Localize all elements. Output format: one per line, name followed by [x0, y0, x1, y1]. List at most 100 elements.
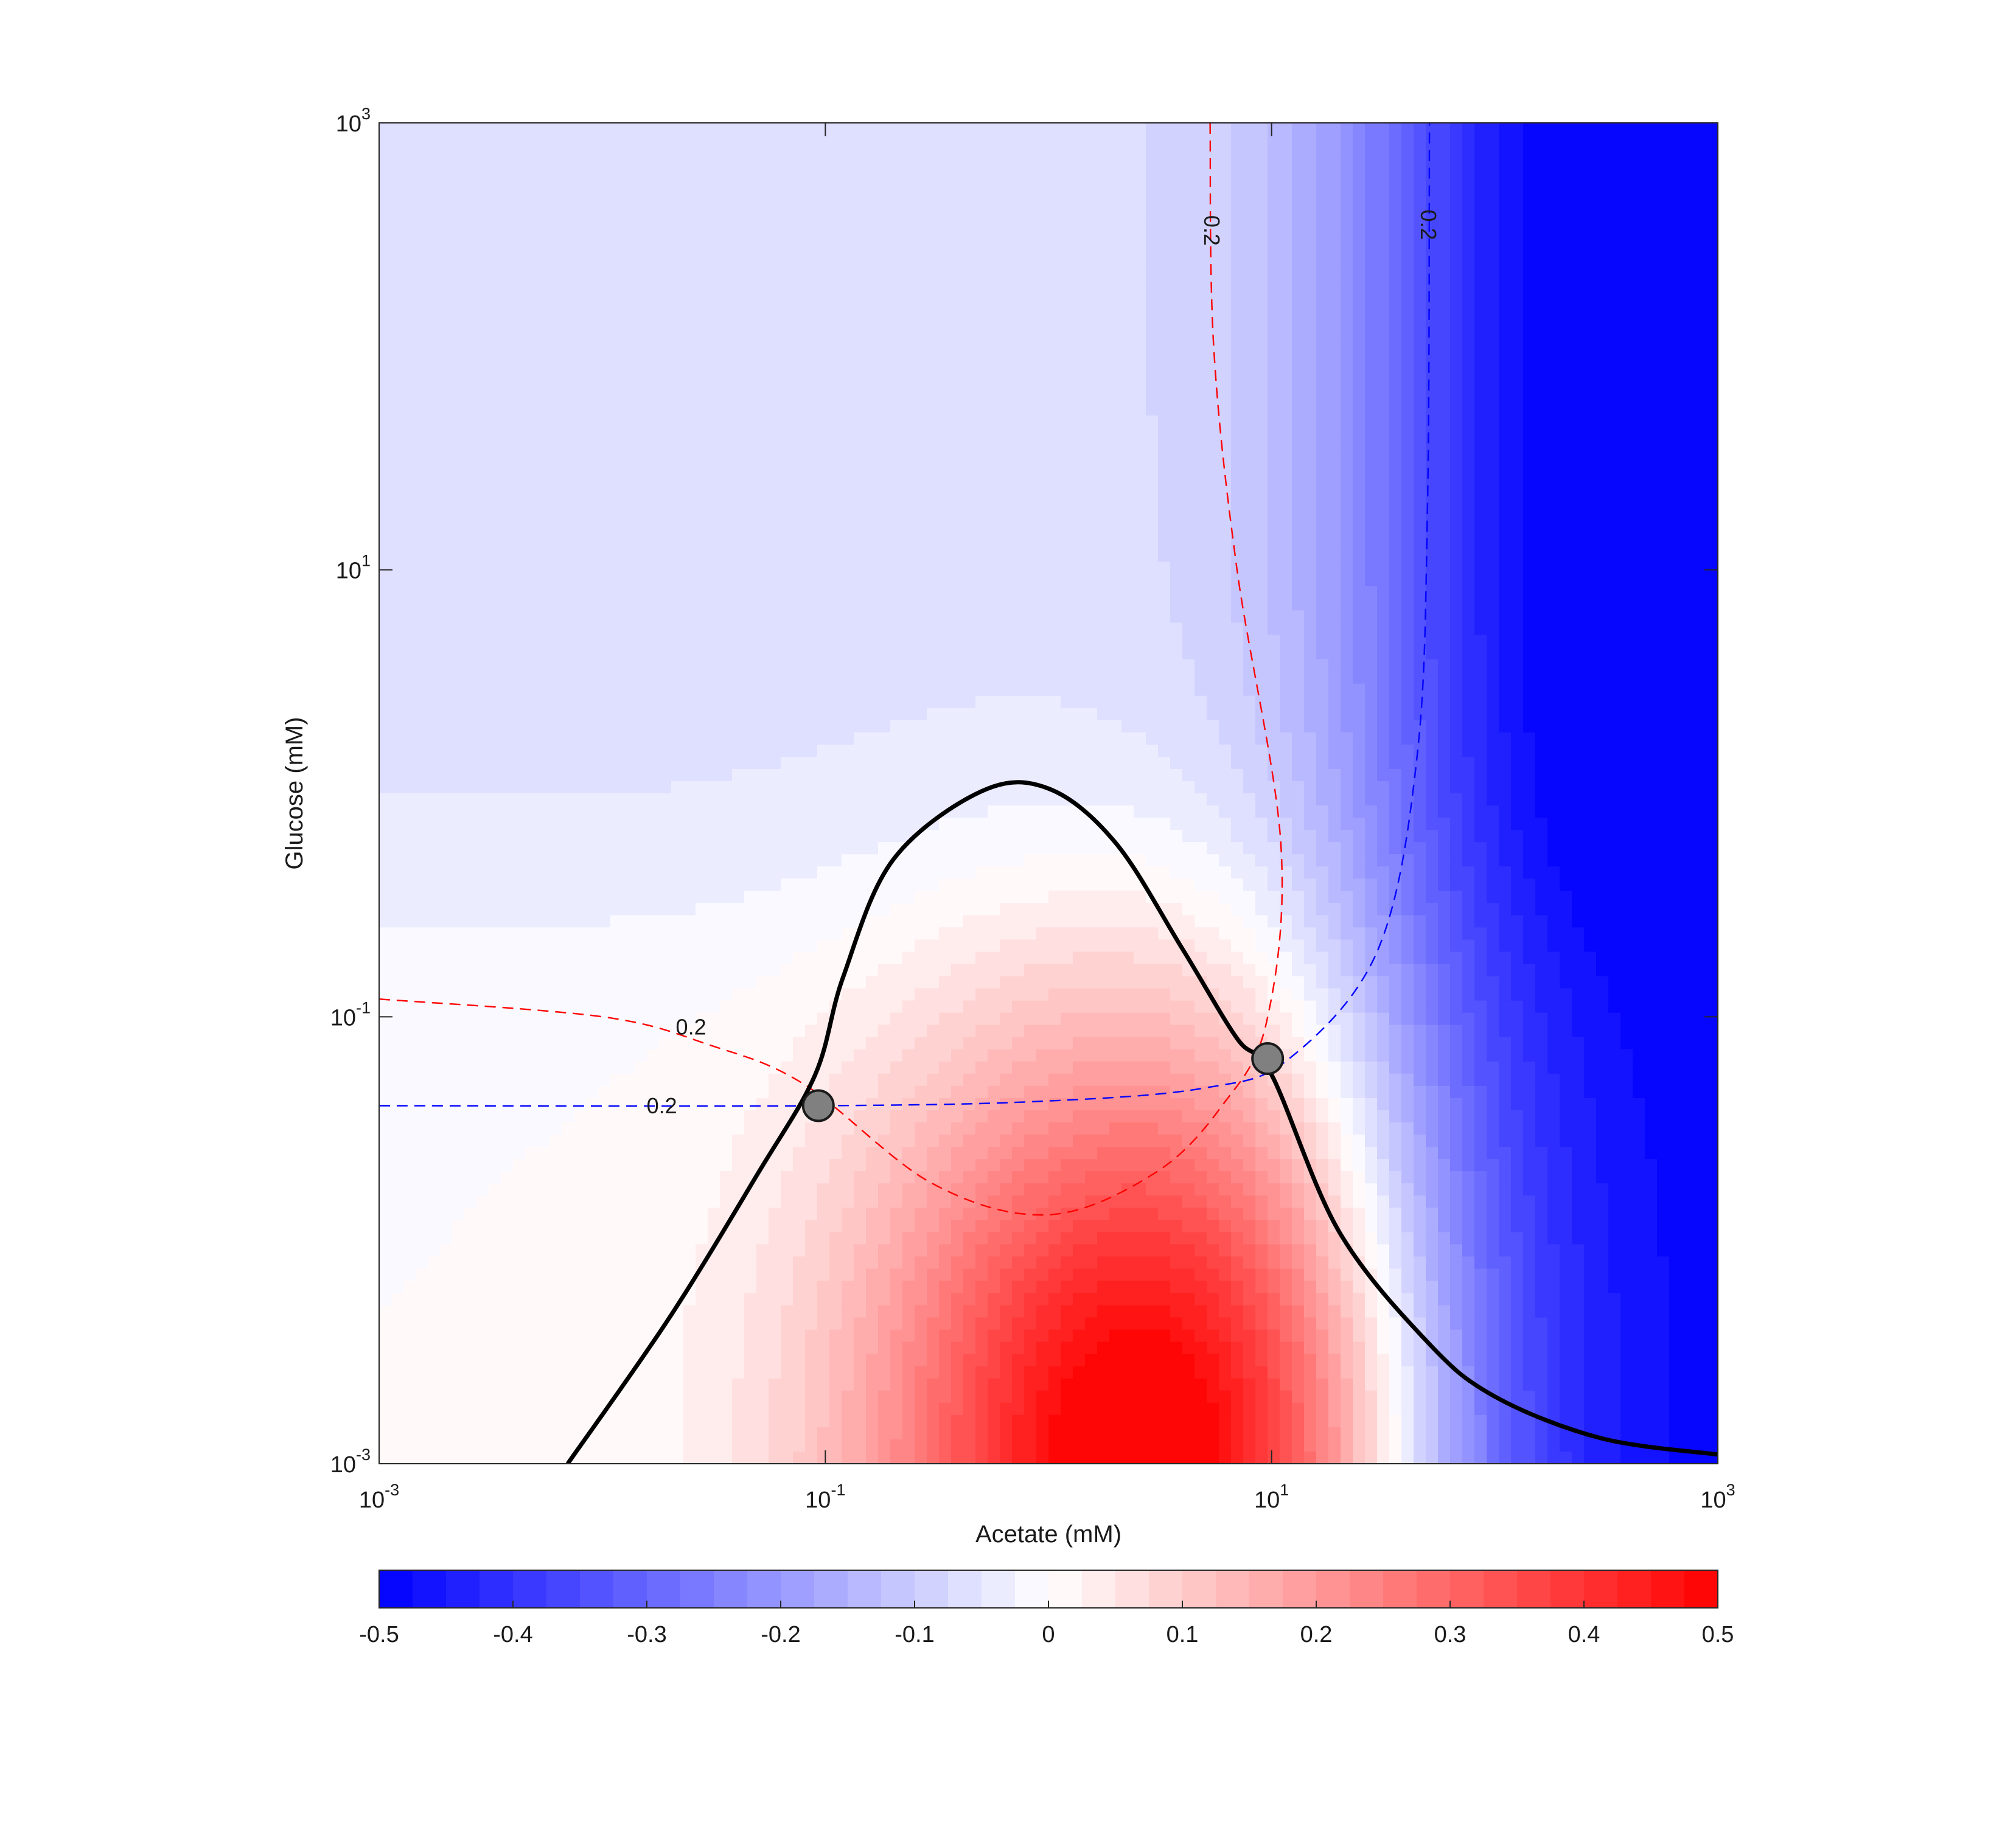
heatmap-cell — [623, 1195, 635, 1209]
heatmap-cell — [902, 318, 915, 331]
heatmap-cell — [598, 708, 611, 721]
heatmap-cell — [817, 318, 830, 331]
heatmap-cell — [464, 756, 477, 770]
heatmap-cell — [842, 1135, 854, 1147]
heatmap-cell — [744, 1366, 757, 1379]
heatmap-cell — [489, 537, 501, 551]
heatmap-cell — [842, 1354, 854, 1367]
heatmap-cell — [732, 610, 745, 624]
heatmap-cell — [756, 1366, 769, 1379]
heatmap-cell — [391, 159, 404, 172]
heatmap-cell — [683, 489, 696, 501]
heatmap-cell — [890, 951, 903, 965]
heatmap-cell — [476, 635, 489, 648]
heatmap-cell — [537, 1195, 550, 1209]
heatmap-cell — [598, 683, 611, 697]
heatmap-cell — [854, 1024, 867, 1038]
heatmap-cell — [464, 562, 477, 575]
heatmap-cell — [489, 1268, 501, 1282]
heatmap-cell — [501, 1159, 514, 1172]
heatmap-cell — [623, 135, 635, 148]
heatmap-cell — [683, 451, 696, 465]
heatmap-cell — [586, 549, 599, 563]
heatmap-cell — [416, 196, 428, 209]
heatmap-cell — [586, 1244, 599, 1257]
heatmap-cell — [793, 293, 806, 307]
heatmap-cell — [647, 1414, 660, 1428]
heatmap-cell — [720, 1049, 733, 1062]
heatmap-cell — [610, 305, 623, 319]
heatmap-cell — [574, 1220, 587, 1233]
heatmap-cell — [683, 891, 696, 904]
heatmap-cell — [574, 1329, 587, 1343]
heatmap-cell — [829, 172, 842, 184]
heatmap-cell — [878, 708, 891, 721]
heatmap-cell — [915, 1390, 927, 1403]
heatmap-cell — [878, 683, 891, 697]
heatmap-cell — [403, 464, 416, 477]
heatmap-cell — [464, 1439, 477, 1452]
heatmap-cell — [744, 1354, 757, 1367]
heatmap-cell — [829, 427, 842, 440]
heatmap-cell — [647, 818, 660, 830]
heatmap-cell — [416, 513, 428, 526]
heatmap-cell — [659, 1390, 672, 1403]
heatmap-cell — [379, 1085, 392, 1099]
heatmap-cell — [464, 427, 477, 440]
heatmap-cell — [781, 305, 793, 319]
heatmap-cell — [379, 378, 392, 392]
heatmap-cell — [489, 866, 501, 880]
heatmap-cell — [902, 1281, 915, 1294]
heatmap-cell — [464, 976, 477, 989]
heatmap-cell — [805, 427, 818, 440]
heatmap-cell — [890, 1159, 903, 1172]
heatmap-cell — [708, 1366, 720, 1379]
heatmap-cell — [720, 501, 733, 513]
heatmap-cell — [513, 305, 526, 319]
heatmap-cell — [720, 403, 733, 416]
heatmap-cell — [781, 184, 793, 197]
heatmap-cell — [842, 1256, 854, 1270]
heatmap-cell — [708, 610, 720, 624]
heatmap-cell — [890, 1037, 903, 1050]
heatmap-cell — [927, 366, 940, 380]
heatmap-cell — [464, 354, 477, 367]
heatmap-cell — [793, 1414, 806, 1428]
heatmap-cell — [549, 1268, 562, 1282]
heatmap-cell — [829, 768, 842, 782]
heatmap-cell — [878, 464, 891, 477]
heatmap-cell — [549, 866, 562, 880]
heatmap-cell — [915, 1354, 927, 1367]
heatmap-cell — [708, 1439, 720, 1452]
heatmap-cell — [610, 1147, 623, 1160]
heatmap-cell — [659, 610, 672, 624]
heatmap-cell — [854, 1208, 867, 1221]
heatmap-cell — [671, 123, 684, 136]
heatmap-cell — [647, 976, 660, 989]
heatmap-cell — [586, 1073, 599, 1087]
heatmap-cell — [586, 1281, 599, 1294]
heatmap-cell — [902, 1366, 915, 1379]
heatmap-cell — [513, 878, 526, 892]
heatmap-cell — [416, 537, 428, 551]
heatmap-cell — [623, 768, 635, 782]
heatmap-cell — [525, 1329, 538, 1343]
heatmap-cell — [489, 1293, 501, 1306]
heatmap-cell — [915, 366, 927, 380]
heatmap-cell — [878, 1208, 891, 1221]
heatmap-cell — [476, 1244, 489, 1257]
heatmap-cell — [525, 1427, 538, 1440]
heatmap-cell — [391, 208, 404, 221]
heatmap-cell — [635, 659, 647, 672]
heatmap-cell — [574, 257, 587, 270]
heatmap-cell — [428, 854, 441, 868]
heatmap-cell — [708, 891, 720, 904]
heatmap-cell — [829, 1195, 842, 1209]
heatmap-cell — [683, 1000, 696, 1014]
heatmap-cell — [878, 744, 891, 757]
heatmap-cell — [781, 245, 793, 258]
heatmap-cell — [379, 1220, 392, 1233]
heatmap-cell — [744, 732, 757, 745]
heatmap-cell — [683, 269, 696, 282]
heatmap-cell — [562, 1147, 574, 1160]
